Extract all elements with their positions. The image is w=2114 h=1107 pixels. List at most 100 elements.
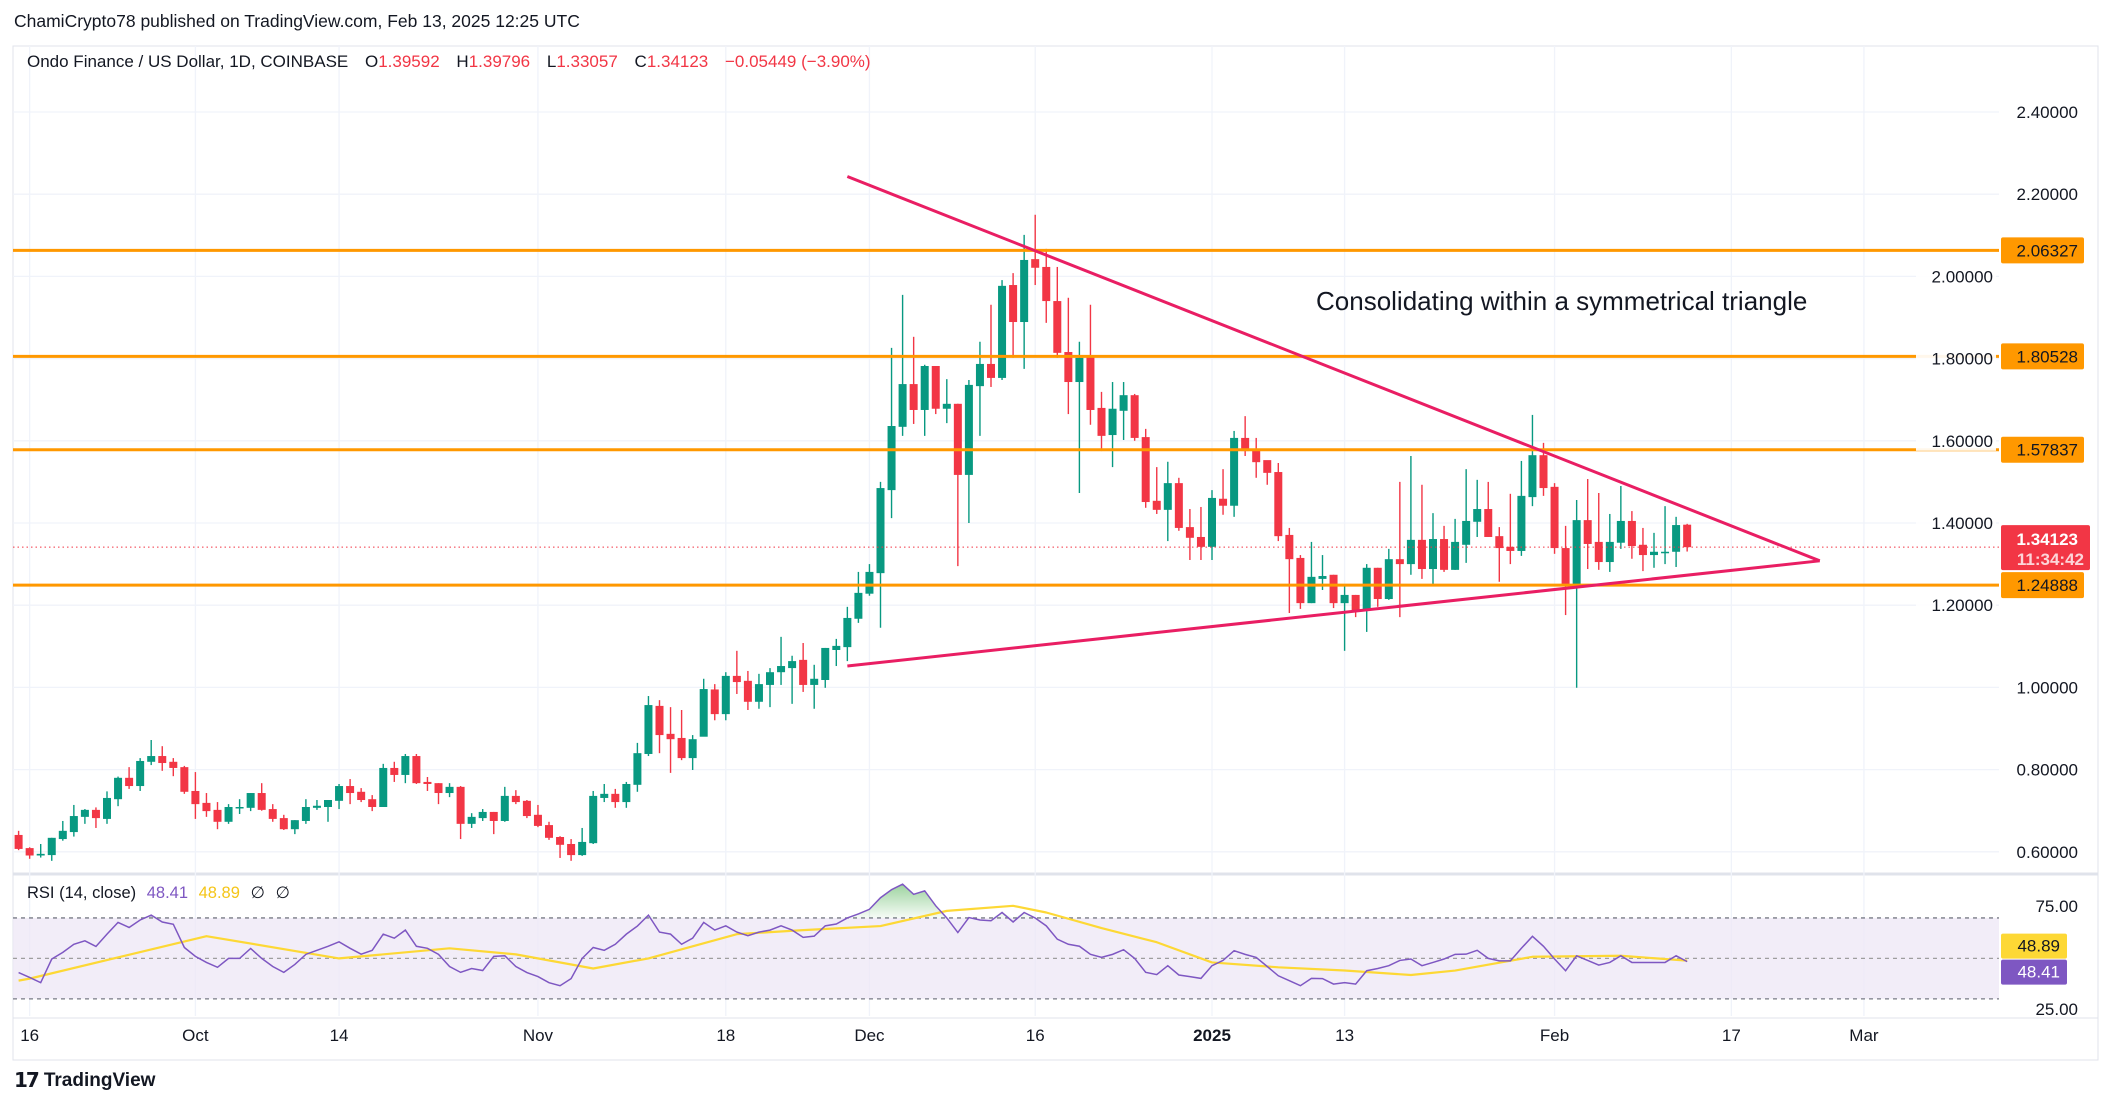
- price-axis-label: 2.40000: [2017, 103, 2078, 122]
- chart-frame: [12, 45, 2099, 1061]
- candle-body: [301, 807, 310, 821]
- candle-up: [1616, 486, 1625, 549]
- candle-down: [1561, 525, 1570, 616]
- candle-body: [920, 365, 929, 410]
- candle-up: [58, 820, 67, 841]
- candle-down: [412, 753, 421, 784]
- open-value: 1.39592: [378, 52, 440, 71]
- time-axis-label: 2025: [1193, 1026, 1231, 1045]
- rsi-legend: RSI (14, close) 48.41 48.89 ∅ ∅: [27, 883, 290, 903]
- rsi-axis-label: 25.00: [2035, 1000, 2078, 1019]
- candle-down: [91, 807, 100, 828]
- candle-up: [1208, 490, 1216, 560]
- candle-down: [732, 650, 741, 694]
- candle-up: [335, 783, 344, 810]
- candle-body: [1495, 536, 1504, 549]
- symbol-legend: Ondo Finance / US Dollar, 1D, COINBASE O…: [27, 52, 871, 72]
- candle-body: [964, 384, 973, 475]
- candle-down: [666, 707, 675, 773]
- candle-down: [931, 365, 940, 415]
- candle-body: [36, 853, 45, 856]
- candle-body: [191, 790, 200, 805]
- candle-body: [1627, 520, 1636, 547]
- candle-down: [1506, 493, 1515, 565]
- candle-body: [246, 793, 255, 808]
- candle-body: [114, 777, 123, 800]
- candle-down: [1053, 266, 1062, 358]
- price-axis-label: 2.20000: [2017, 185, 2078, 204]
- candle-body: [1462, 520, 1471, 545]
- candle-down: [357, 788, 366, 803]
- publisher-line: ChamiCrypto78 published on TradingView.c…: [14, 11, 580, 31]
- rsi-badge-label: 48.41: [2017, 963, 2060, 982]
- candle-down: [953, 403, 962, 567]
- candle-body: [1683, 524, 1692, 548]
- candle-body: [998, 285, 1007, 378]
- candle-up: [147, 740, 156, 766]
- candle-body: [975, 363, 984, 387]
- candle-down: [191, 772, 200, 819]
- candle-body: [1196, 536, 1205, 547]
- candle-body: [1384, 559, 1393, 600]
- candle-body: [1031, 259, 1040, 268]
- candle-body: [1053, 301, 1062, 353]
- candle-up: [290, 820, 299, 835]
- candle-down: [268, 804, 277, 822]
- price-axis-label-backdrop: [1916, 513, 1996, 533]
- candle-up: [821, 647, 830, 688]
- candle-body: [511, 795, 520, 803]
- brand-name: TradingView: [43, 1069, 156, 1091]
- candle-body: [47, 837, 56, 856]
- candle-body: [522, 800, 531, 817]
- candle-down: [169, 758, 178, 777]
- candle-body: [169, 761, 178, 768]
- candle-up: [1572, 499, 1581, 688]
- candle-up: [47, 837, 56, 861]
- candle-down: [1219, 469, 1228, 515]
- candle-down: [1009, 273, 1018, 358]
- candles: [14, 214, 1692, 861]
- symbol-name[interactable]: Ondo Finance / US Dollar, 1D, COINBASE: [27, 52, 349, 71]
- candle-body: [1252, 449, 1261, 463]
- candle-body: [721, 675, 730, 715]
- candle-body: [224, 807, 233, 822]
- candle-down: [1097, 391, 1106, 452]
- candle-body: [1550, 486, 1559, 549]
- footer-brand[interactable]: 𝟭𝟳 TradingView: [14, 1068, 155, 1093]
- candle-body: [699, 689, 708, 737]
- candle-up: [788, 655, 797, 704]
- candle-down: [545, 821, 553, 840]
- candle-body: [1152, 500, 1161, 510]
- candle-body: [1406, 539, 1415, 565]
- candle-body: [357, 791, 366, 801]
- candle-body: [688, 739, 697, 759]
- candle-body: [1528, 455, 1537, 498]
- candle-body: [788, 661, 797, 669]
- candle-down: [1417, 484, 1426, 579]
- candle-up: [224, 804, 233, 824]
- candle-body: [125, 777, 134, 787]
- last-price-label: 1.34123: [2017, 530, 2078, 549]
- candle-body: [1130, 395, 1139, 438]
- candle-body: [810, 678, 819, 685]
- candle-up: [1163, 461, 1172, 542]
- candle-body: [180, 767, 189, 792]
- candle-body: [136, 760, 145, 787]
- candle-body: [1638, 544, 1647, 556]
- candle-body: [1086, 356, 1095, 410]
- time-axis-label: 16: [20, 1026, 39, 1045]
- triangle-trendline: [846, 175, 1821, 563]
- candle-down: [368, 795, 377, 812]
- candle-body: [346, 786, 355, 794]
- candle-up: [600, 783, 609, 803]
- rsi-value: 48.41: [146, 884, 189, 902]
- candle-down: [1484, 481, 1493, 537]
- price-axis-label: 0.60000: [2017, 843, 2078, 862]
- level-price-badge: [2001, 572, 2084, 599]
- candle-down: [611, 788, 620, 808]
- rsi-title[interactable]: RSI (14, close): [27, 884, 137, 902]
- candle-down: [1627, 511, 1636, 559]
- candle-body: [1064, 352, 1073, 383]
- candle-up: [832, 638, 841, 667]
